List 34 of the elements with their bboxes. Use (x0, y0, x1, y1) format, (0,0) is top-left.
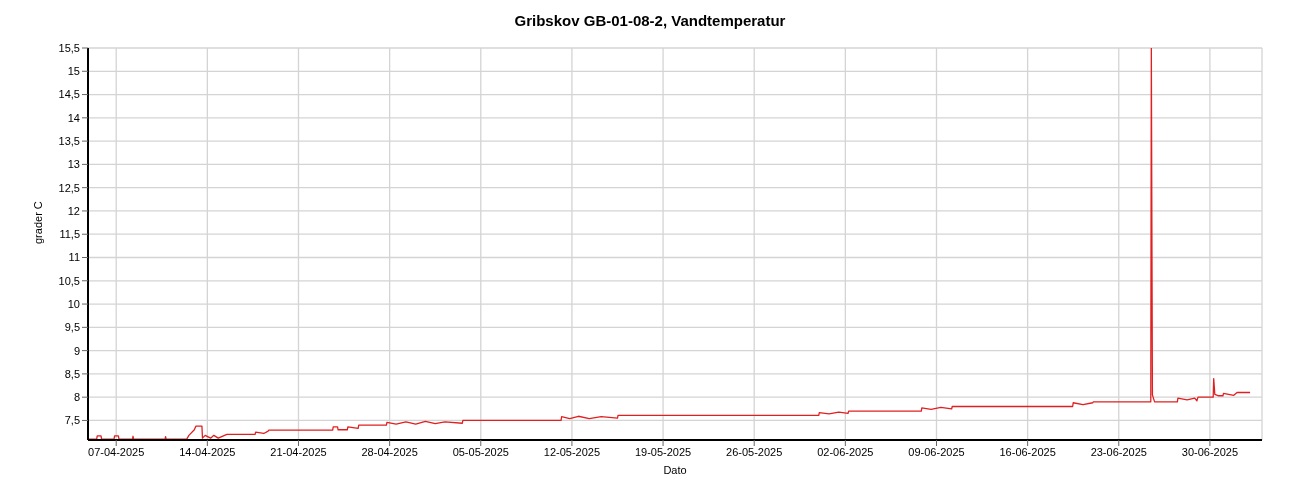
x-tick-label: 23-06-2025 (1090, 445, 1147, 458)
x-tick-label: 09-06-2025 (908, 445, 965, 458)
y-tick-label: 13,5 (58, 135, 80, 148)
x-tick-label: 19-05-2025 (634, 445, 692, 458)
y-tick-label: 12 (67, 204, 80, 217)
x-tick-label: 28-04-2025 (361, 445, 418, 458)
y-tick-label: 8 (73, 391, 80, 404)
y-tick-label: 13 (67, 158, 80, 171)
x-axis-title: Dato (663, 464, 687, 476)
y-tick-label: 14 (67, 111, 80, 124)
y-tick-label: 11 (68, 251, 80, 264)
y-tick-label: 10,5 (58, 274, 80, 287)
x-tick-label: 02-06-2025 (817, 445, 874, 458)
x-tick-label: 21-04-2025 (270, 445, 327, 458)
y-tick-label: 14,5 (58, 88, 80, 101)
y-tick-label: 8,5 (64, 367, 80, 380)
y-tick-label: 15,5 (58, 41, 80, 54)
y-axis-title: grader C (31, 201, 44, 244)
x-tick-label: 07-04-2025 (88, 445, 145, 458)
y-tick-label: 9,5 (64, 321, 80, 334)
y-tick-label: 11,5 (59, 228, 80, 241)
x-tick-label: 14-04-2025 (179, 445, 236, 458)
y-tick-label: 7,5 (64, 414, 80, 427)
x-tick-label: 30-06-2025 (1181, 445, 1239, 458)
x-tick-label: 16-06-2025 (999, 445, 1056, 458)
y-tick-label: 10 (67, 297, 80, 310)
y-tick-label: 15 (67, 65, 80, 78)
x-tick-label: 12-05-2025 (543, 445, 601, 458)
y-tick-label: 9 (73, 344, 80, 357)
chart-title: Gribskov GB-01-08-2, Vandtemperatur (513, 11, 787, 31)
line-series (88, 48, 1251, 440)
x-tick-label: 05-05-2025 (452, 445, 509, 458)
y-tick-label: 12,5 (58, 181, 80, 194)
x-tick-label: 26-05-2025 (726, 445, 783, 458)
